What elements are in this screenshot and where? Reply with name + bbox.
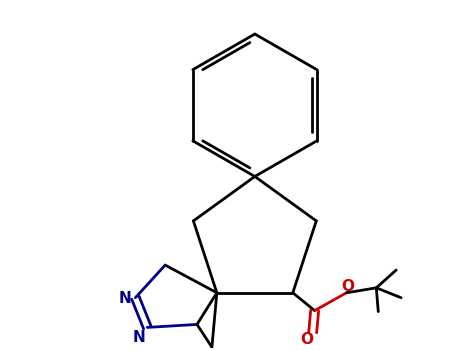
Text: O: O xyxy=(300,332,313,347)
Text: N: N xyxy=(119,291,132,306)
Text: O: O xyxy=(341,279,354,294)
Text: N: N xyxy=(133,330,146,345)
